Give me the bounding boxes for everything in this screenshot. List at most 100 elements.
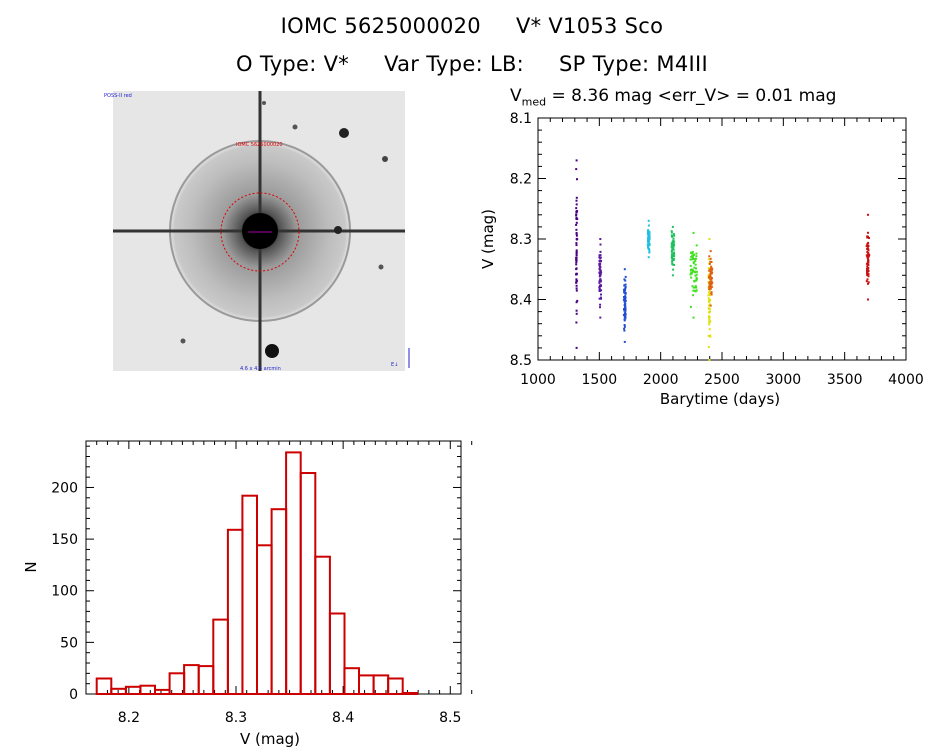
lightcurve-point — [866, 243, 869, 246]
histogram-bar — [212, 618, 229, 695]
lightcurve-point — [671, 258, 674, 261]
lightcurve-point — [708, 269, 711, 272]
lightcurve-point — [709, 270, 712, 273]
lightcurve-point — [673, 251, 675, 254]
lightcurve-point — [689, 273, 692, 276]
lightcurve-point — [599, 296, 602, 299]
lightcurve-point — [575, 278, 578, 281]
y-tick-label: 8.5 — [510, 353, 532, 369]
lightcurve-point — [575, 321, 578, 324]
histogram-xlabel: V (mag) — [240, 730, 300, 747]
lightcurve-point — [647, 246, 650, 249]
lightcurve-point — [694, 260, 697, 263]
lightcurve-point — [576, 178, 578, 181]
lightcurve-point — [624, 286, 627, 289]
lightcurve-point — [623, 291, 626, 294]
lightcurve-point — [865, 245, 868, 248]
lightcurve-point — [624, 275, 627, 278]
lightcurve-point — [672, 233, 675, 236]
lightcurve-point — [598, 289, 601, 292]
lightcurve-point — [867, 263, 870, 266]
lightcurve-point — [708, 238, 711, 240]
lightcurve-point — [575, 254, 578, 257]
lightcurve-point — [575, 249, 578, 252]
lightcurve-point — [695, 267, 697, 270]
lightcurve-point — [598, 254, 601, 257]
lightcurve-point — [575, 203, 578, 206]
lightcurve-point — [708, 359, 711, 361]
x-tick-label: 2000 — [643, 372, 679, 388]
aperture-circle — [220, 192, 300, 272]
lightcurve-point — [867, 258, 870, 261]
lightcurve-point — [709, 304, 712, 307]
x-tick-label: 8.5 — [439, 710, 461, 726]
histogram-bars — [95, 451, 419, 696]
histogram-bar — [154, 688, 171, 696]
lightcurve-point — [670, 244, 673, 247]
lightcurve-point — [672, 237, 675, 240]
lightcurve-point — [599, 243, 602, 246]
lightcurve-point — [624, 306, 627, 308]
lightcurve-point — [867, 261, 870, 264]
lightcurve-point — [575, 223, 578, 226]
lightcurve-point — [690, 258, 693, 261]
lightcurve-point — [575, 284, 578, 287]
lightcurve-point — [708, 308, 711, 310]
lightcurve-point — [867, 282, 869, 285]
lightcurve-point — [866, 236, 869, 239]
histogram-bar — [299, 472, 317, 695]
lightcurve-point — [599, 279, 602, 282]
lightcurve-point — [575, 263, 578, 266]
lightcurve-point — [598, 256, 601, 259]
lightcurve-point — [709, 335, 712, 338]
lightcurve-point — [575, 214, 578, 217]
lightcurve-point — [647, 235, 650, 238]
lightcurve-point — [623, 316, 626, 319]
histogram-plot: 8.2 8.3 8.4 8.5 0 50 100 150 200 V (mag) N — [22, 440, 473, 747]
lightcurve-point — [673, 234, 676, 237]
lightcurve-point — [624, 295, 627, 298]
lightcurve-point — [575, 261, 578, 264]
lightcurve-point — [575, 244, 578, 247]
lightcurve-point — [707, 291, 710, 294]
lightcurve-point — [671, 263, 674, 266]
x-tick-label: 8.3 — [225, 710, 247, 726]
lightcurve-point — [670, 230, 673, 233]
lightcurve-point — [691, 256, 694, 259]
lightcurve-point — [693, 266, 696, 269]
lightcurve-point — [711, 268, 713, 271]
lightcurve-point — [867, 281, 870, 284]
lightcurve-point — [708, 292, 711, 295]
lightcurve-point — [671, 253, 674, 256]
histogram-bar — [358, 674, 375, 696]
y-tick-label: 0 — [69, 687, 78, 703]
field-star — [334, 226, 342, 234]
lightcurve-point — [694, 257, 697, 260]
lightcurve-point — [709, 260, 712, 263]
lightcurve-point — [599, 306, 601, 309]
lightcurve-point — [624, 287, 627, 290]
lightcurve-point — [575, 207, 578, 210]
lightcurve-point — [671, 225, 674, 228]
lightcurve-point — [866, 278, 869, 281]
lightcurve-point — [710, 283, 713, 286]
lightcurve-point — [622, 314, 625, 317]
y-tick-label: 8.1 — [510, 111, 532, 127]
y-tick-label: 50 — [60, 635, 78, 651]
lightcurve-point — [575, 211, 578, 214]
lightcurve-point — [576, 218, 578, 221]
lightcurve-point — [707, 297, 710, 300]
lightcurve-point — [867, 298, 869, 301]
lightcurve-point — [867, 275, 870, 278]
field-star — [292, 124, 298, 130]
lightcurve-point — [709, 298, 711, 301]
lightcurve-point — [709, 289, 712, 292]
lightcurve-point — [647, 256, 650, 259]
lightcurve-point — [672, 248, 675, 251]
y-tick-label: 8.4 — [510, 293, 532, 309]
lightcurve-point — [707, 315, 710, 318]
lightcurve-point — [695, 286, 698, 289]
lightcurve-point — [709, 287, 712, 290]
lightcurve-point — [600, 289, 603, 292]
object-name: V* V1053 Sco — [515, 14, 664, 38]
